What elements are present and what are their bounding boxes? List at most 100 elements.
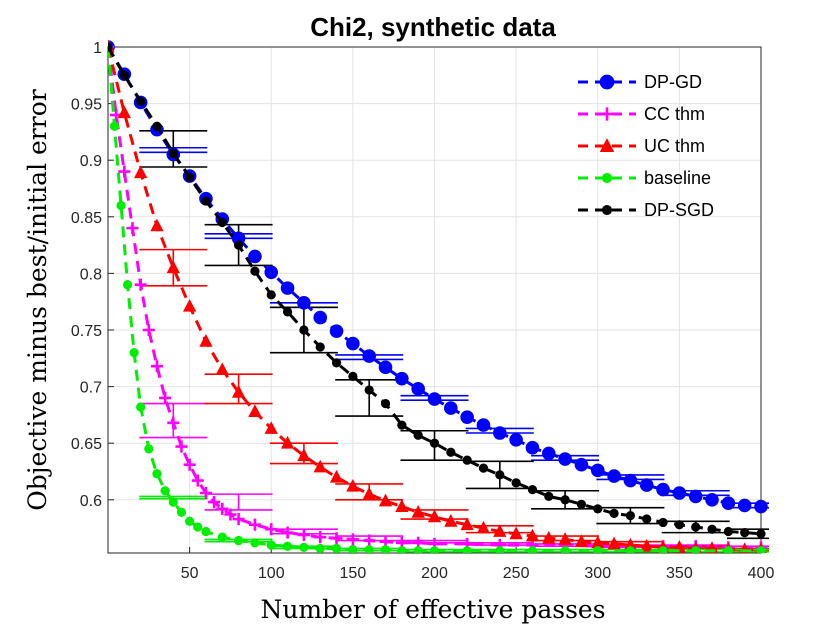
- data-point: [625, 511, 636, 521]
- plot-area: 50 100 150 200 250 300 350 400 0.6 0.65 0.7 0.75 0.8…: [71, 39, 774, 582]
- data-point: [282, 541, 293, 551]
- data-point: [495, 546, 505, 553]
- data-point: [397, 420, 407, 430]
- data-point: [707, 524, 717, 534]
- legend-label: DP-GD: [644, 72, 702, 92]
- data-point: [266, 540, 276, 550]
- data-point: [574, 534, 589, 548]
- data-point: [413, 430, 423, 440]
- data-point: [658, 546, 668, 553]
- data-point: [558, 532, 572, 545]
- x-tick-label: 300: [584, 565, 611, 582]
- data-point: [460, 410, 474, 424]
- y-tick-label: 0.75: [71, 323, 102, 340]
- data-point: [182, 298, 197, 312]
- data-point: [590, 463, 605, 478]
- x-tick-label: 250: [503, 565, 530, 582]
- data-point: [280, 281, 295, 295]
- data-point: [737, 498, 752, 513]
- data-point: [688, 489, 703, 504]
- data-point: [348, 371, 358, 382]
- data-point: [199, 486, 212, 500]
- data-point: [313, 459, 327, 473]
- data-point: [363, 534, 376, 547]
- data-point: [315, 543, 325, 553]
- data-point: [264, 265, 279, 280]
- data-point: [191, 474, 204, 487]
- data-point: [167, 416, 180, 429]
- data-point: [266, 290, 276, 300]
- data-point: [346, 336, 360, 351]
- data-point: [314, 531, 327, 544]
- data-point: [117, 105, 131, 119]
- data-point: [232, 512, 245, 526]
- data-point: [639, 478, 654, 492]
- data-point: [160, 486, 170, 496]
- data-point: [525, 528, 540, 542]
- data-point: [199, 334, 213, 347]
- series-group: [108, 42, 766, 539]
- data-point: [122, 280, 133, 290]
- data-point: [330, 532, 343, 545]
- legend-marker: [599, 74, 615, 90]
- data-point: [427, 509, 442, 523]
- data-point: [378, 493, 393, 507]
- data-point: [640, 538, 654, 552]
- data-point: [297, 528, 310, 541]
- data-point: [623, 473, 638, 488]
- data-point: [493, 426, 507, 440]
- data-point: [593, 546, 603, 553]
- chart-title: Chi2, synthetic data: [310, 12, 556, 42]
- data-point: [152, 121, 162, 131]
- series-line: [108, 46, 761, 553]
- y-tick-label: 0.8: [80, 266, 102, 283]
- legend-marker: [601, 204, 613, 216]
- data-point: [723, 546, 733, 553]
- data-point: [133, 165, 148, 179]
- series-group: [108, 40, 768, 553]
- data-point: [593, 504, 603, 514]
- data-point: [544, 491, 554, 502]
- data-point: [233, 535, 244, 546]
- data-point: [231, 384, 246, 398]
- data-point: [672, 486, 687, 500]
- data-point: [108, 42, 113, 52]
- y-tick-label: 0.6: [80, 493, 102, 510]
- legend: DP-GD CC thm UC thm baseline DP-SGD: [578, 72, 714, 220]
- data-point: [691, 522, 701, 532]
- data-point: [397, 546, 407, 553]
- data-point: [250, 266, 260, 276]
- data-point: [607, 536, 621, 550]
- data-point: [413, 546, 423, 553]
- data-point: [495, 470, 505, 480]
- data-point: [150, 360, 164, 373]
- data-point: [364, 385, 374, 395]
- data-point: [299, 325, 309, 335]
- data-point: [576, 499, 587, 509]
- data-point: [193, 522, 203, 532]
- data-point: [313, 310, 328, 325]
- data-point: [346, 533, 359, 546]
- legend-label: CC thm: [644, 104, 705, 124]
- data-point: [264, 421, 278, 434]
- x-tick-label: 350: [666, 565, 693, 582]
- data-point: [411, 504, 425, 518]
- data-point: [756, 529, 766, 539]
- data-point: [168, 497, 178, 507]
- data-point: [691, 546, 701, 553]
- data-point: [460, 517, 474, 531]
- data-point: [395, 371, 409, 386]
- data-point: [331, 543, 342, 553]
- data-point: [250, 538, 260, 548]
- data-point: [560, 546, 570, 553]
- data-point: [280, 435, 295, 449]
- data-point: [560, 495, 570, 505]
- data-point: [136, 96, 146, 106]
- data-point: [625, 546, 636, 553]
- data-point: [176, 507, 187, 517]
- data-point: [248, 249, 262, 264]
- y-tick-label: 0.9: [80, 153, 102, 170]
- data-point: [248, 404, 262, 417]
- data-point: [183, 458, 196, 471]
